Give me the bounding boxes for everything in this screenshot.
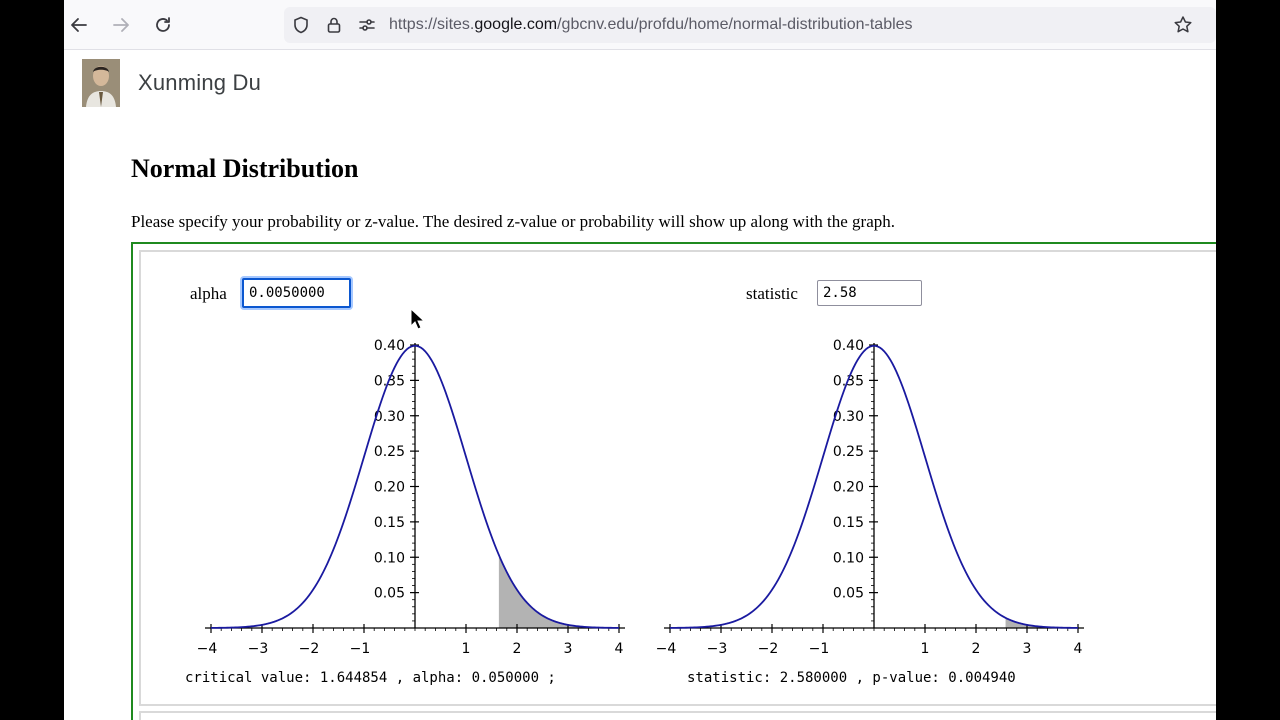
x-tick-label: −4 — [197, 641, 218, 657]
url-path: /gbcnv.edu/profdu/home/normal-distributi… — [557, 16, 913, 33]
url-text[interactable]: https://sites.google.com/gbcnv.edu/profd… — [389, 15, 913, 35]
x-tick-label: 1 — [921, 641, 930, 657]
density-curve — [210, 344, 620, 629]
star-icon — [1174, 16, 1192, 33]
x-tick-label: −3 — [707, 641, 728, 657]
shaded-tail-area — [1005, 617, 1078, 628]
arrow-right-icon — [113, 18, 129, 32]
alpha-input[interactable] — [242, 278, 351, 308]
site-permissions-icon[interactable] — [357, 15, 377, 35]
reload-button[interactable] — [150, 12, 176, 38]
browser-window: https://sites.google.com/gbcnv.edu/profd… — [64, 0, 1216, 720]
x-tick-label: 4 — [1074, 641, 1083, 657]
y-tick-label: 0.20 — [833, 480, 864, 496]
bookmark-button[interactable] — [1170, 12, 1196, 38]
x-tick-label: 2 — [972, 641, 981, 657]
x-tick-label: −3 — [248, 641, 269, 657]
x-tick-label: −1 — [350, 641, 371, 657]
y-tick-label: 0.40 — [833, 338, 864, 354]
forward-button[interactable] — [108, 12, 134, 38]
p-value-result: statistic: 2.580000 , p-value: 0.004940 — [687, 670, 1016, 686]
avatar[interactable] — [82, 59, 120, 107]
x-tick-label: 3 — [564, 641, 573, 657]
y-tick-label: 0.30 — [374, 409, 405, 425]
pointer-icon — [410, 307, 426, 330]
next-panel — [139, 711, 1216, 720]
y-tick-label: 0.25 — [374, 444, 405, 460]
y-tick-label: 0.40 — [374, 338, 405, 354]
x-tick-label: −1 — [809, 641, 830, 657]
url-prefix: https://sites. — [389, 16, 475, 33]
statistic-input[interactable] — [817, 280, 922, 306]
page-description: Please specify your probability or z-val… — [131, 212, 896, 231]
critical-value-plot: −4 −3 −2 −1 1 2 3 40.050.100.150.200.250.300.35… — [197, 338, 625, 657]
mouse-cursor — [410, 307, 426, 335]
x-tick-label: −2 — [758, 641, 779, 657]
p-value-plot: −4 −3 −2 −1 1 2 3 40.050.100.150.200.250.300.35… — [656, 338, 1084, 657]
x-tick-label: −4 — [656, 641, 677, 657]
y-tick-label: 0.20 — [374, 480, 405, 496]
x-tick-label: −2 — [299, 641, 320, 657]
y-tick-label: 0.10 — [833, 550, 864, 566]
density-curve — [669, 344, 1079, 629]
lock-icon[interactable] — [324, 15, 344, 35]
y-tick-label: 0.10 — [374, 550, 405, 566]
alpha-label: alpha — [190, 284, 227, 303]
shaded-tail-area — [498, 555, 619, 628]
y-tick-label: 0.15 — [374, 515, 405, 531]
x-tick-label: 2 — [513, 641, 522, 657]
address-bar[interactable]: https://sites.google.com/gbcnv.edu/profd… — [284, 7, 1216, 43]
x-tick-label: 1 — [462, 641, 471, 657]
url-domain: google.com — [474, 16, 558, 33]
x-tick-label: 3 — [1023, 641, 1032, 657]
y-tick-label: 0.15 — [833, 515, 864, 531]
y-tick-label: 0.05 — [833, 586, 864, 602]
arrow-left-icon — [71, 18, 87, 32]
site-name[interactable]: Xunming Du — [138, 70, 262, 95]
critical-value-result: critical value: 1.644854 , alpha: 0.0500… — [185, 670, 556, 686]
y-tick-label: 0.25 — [833, 444, 864, 460]
calculator-frame — [131, 242, 1216, 720]
y-tick-label: 0.05 — [374, 586, 405, 602]
shield-icon[interactable] — [291, 15, 311, 35]
reload-icon — [156, 17, 170, 32]
avatar-photo — [82, 59, 120, 107]
y-tick-label: 0.30 — [833, 409, 864, 425]
back-button[interactable] — [66, 12, 92, 38]
statistic-label: statistic — [746, 284, 798, 303]
calculator-panel — [139, 250, 1216, 706]
page-title: Normal Distribution — [131, 154, 359, 183]
browser-toolbar: https://sites.google.com/gbcnv.edu/profd… — [64, 0, 1216, 50]
x-tick-label: 4 — [615, 641, 624, 657]
